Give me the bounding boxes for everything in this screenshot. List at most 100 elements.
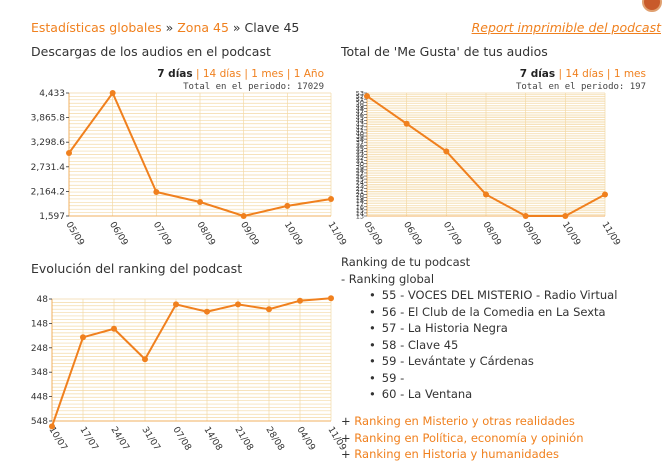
y-tick-label: 47 xyxy=(356,108,364,116)
y-tick-label: 48 xyxy=(37,295,49,305)
range-1-month[interactable]: 1 mes xyxy=(613,68,646,80)
ranking-subtitle: - Ranking global xyxy=(341,271,435,286)
category-ranking-links: + Ranking en Misterio y otras realidades… xyxy=(341,414,584,461)
y-tick-label: 31 xyxy=(356,157,364,165)
x-tick-label: 04/09 xyxy=(294,425,316,453)
x-tick-label: 08/09 xyxy=(480,220,502,248)
y-tick-label: 38 xyxy=(356,136,364,144)
ranking-category-link[interactable]: Ranking en Política, economía y opinión xyxy=(354,430,584,445)
breadcrumb: Estadísticas globales » Zona 45 » Clave … xyxy=(31,20,299,35)
x-tick-label: 21/08 xyxy=(232,425,254,453)
y-tick-label: 30 xyxy=(356,160,364,168)
x-tick-label: 05/09 xyxy=(361,220,383,248)
y-tick-label: 28 xyxy=(356,166,364,174)
data-point xyxy=(142,356,148,363)
y-tick-label: 24 xyxy=(356,179,364,187)
data-point xyxy=(66,149,72,156)
y-tick-label: 33 xyxy=(356,151,364,159)
x-tick-label: 24/07 xyxy=(108,425,130,452)
y-tick-label: 34 xyxy=(356,148,364,156)
data-point xyxy=(266,306,272,313)
data-point xyxy=(403,120,410,127)
data-point xyxy=(602,191,608,198)
range-14-days[interactable]: 14 días xyxy=(565,68,604,80)
x-tick-label: 08/09 xyxy=(194,220,216,248)
profile-badge-icon[interactable] xyxy=(642,0,662,12)
data-point xyxy=(240,213,247,219)
printable-report-link[interactable]: Report imprimible del podcast xyxy=(471,20,661,35)
likes-period-total: Total en el periodo: 197 xyxy=(515,82,646,92)
x-tick-label: 05/09 xyxy=(63,220,85,248)
data-point xyxy=(297,297,303,304)
list-item: 58 - Clave 45 xyxy=(369,337,617,354)
range-7-days[interactable]: 7 días xyxy=(157,68,193,80)
y-tick-label: 25 xyxy=(356,176,364,184)
range-14-days[interactable]: 14 días xyxy=(202,68,242,80)
x-tick-label: 09/09 xyxy=(520,220,542,248)
x-tick-label: 14/08 xyxy=(201,425,223,453)
y-tick-label: 29 xyxy=(356,163,364,171)
data-point xyxy=(109,90,116,96)
data-point xyxy=(235,301,241,308)
y-tick-label: 16 xyxy=(356,203,364,211)
y-tick-label: 3,865.8 xyxy=(31,114,66,124)
breadcrumb-root-link[interactable]: Estadísticas globales xyxy=(31,20,162,35)
likes-chart-plot: 5352515049484746454443424140393837363534… xyxy=(356,90,622,248)
data-point xyxy=(284,202,291,209)
x-tick-label: 17/07 xyxy=(77,425,99,452)
list-item: 55 - VOCES DEL MISTERIO - Radio Virtual xyxy=(369,287,618,304)
y-tick-label: 14 xyxy=(356,209,364,217)
x-tick-label: 09/09 xyxy=(238,220,260,248)
data-point xyxy=(197,198,203,205)
y-tick-label: 49 xyxy=(356,102,364,110)
y-tick-labels-dense: 5352515049484746454443424140393837363534… xyxy=(356,90,367,221)
x-tick-label: 06/09 xyxy=(401,220,423,248)
ranking-category-link[interactable]: Ranking en Historia y humanidades xyxy=(354,447,559,461)
y-tick-label: 53 xyxy=(356,90,364,98)
x-tick-label: 10/09 xyxy=(282,220,304,248)
y-tick-label: 52 xyxy=(356,93,364,101)
y-tick-label: 21 xyxy=(356,188,364,196)
range-7-days[interactable]: 7 días xyxy=(519,68,556,80)
ranking-list: Ranking de tu podcast - Ranking global 5… xyxy=(341,254,617,403)
y-tick-label: 19 xyxy=(356,194,364,202)
y-tick-label: 18 xyxy=(356,197,364,205)
y-tick-label: 41 xyxy=(356,126,364,134)
y-tick-label: 45 xyxy=(356,114,364,122)
y-tick-label: 26 xyxy=(356,173,364,181)
data-point xyxy=(80,334,86,341)
y-tick-label: 248 xyxy=(31,344,48,354)
range-1-year[interactable]: 1 Año xyxy=(293,68,324,80)
breadcrumb-separator: » xyxy=(232,20,241,35)
data-point xyxy=(328,295,334,302)
range-1-month[interactable]: 1 mes xyxy=(251,68,284,80)
y-tick-label: 27 xyxy=(356,169,364,177)
ranking-category-link[interactable]: Ranking en Misterio y otras realidades xyxy=(354,414,575,428)
ranking-chart-title: Evolución del ranking del podcast xyxy=(31,261,243,276)
y-tick-label: 148 xyxy=(31,319,48,329)
breadcrumb-zone-link[interactable]: Zona 45 xyxy=(177,20,229,35)
data-point xyxy=(153,189,160,196)
data-point xyxy=(364,93,370,100)
x-tick-label: 11/09 xyxy=(599,220,621,248)
y-tick-label: 35 xyxy=(356,145,364,153)
x-tick-label: 10/07 xyxy=(46,425,68,452)
y-tick-label: 42 xyxy=(356,123,364,131)
y-tick-label: 23 xyxy=(356,182,364,190)
y-tick-label: 3,298.6 xyxy=(31,138,66,148)
y-tick-label: 448 xyxy=(31,393,48,403)
y-tick-label: 22 xyxy=(356,185,364,193)
list-item: 60 - La Ventana xyxy=(369,386,617,403)
y-tick-label: 17 xyxy=(356,200,364,208)
top-bar xyxy=(0,0,670,12)
breadcrumb-current: Clave 45 xyxy=(244,20,300,35)
y-tick-label: 20 xyxy=(356,191,364,199)
y-tick-label: 51 xyxy=(356,96,364,104)
y-tick-label: 32 xyxy=(356,154,364,162)
y-tick-label: 15 xyxy=(356,206,364,214)
list-item: 56 - El Club de la Comedia en La Sexta xyxy=(369,304,617,321)
list-item: 59 - xyxy=(369,370,617,387)
ranking-series-line xyxy=(51,297,332,427)
likes-range-selector: 7 días | 14 días | 1 mes xyxy=(519,68,646,80)
